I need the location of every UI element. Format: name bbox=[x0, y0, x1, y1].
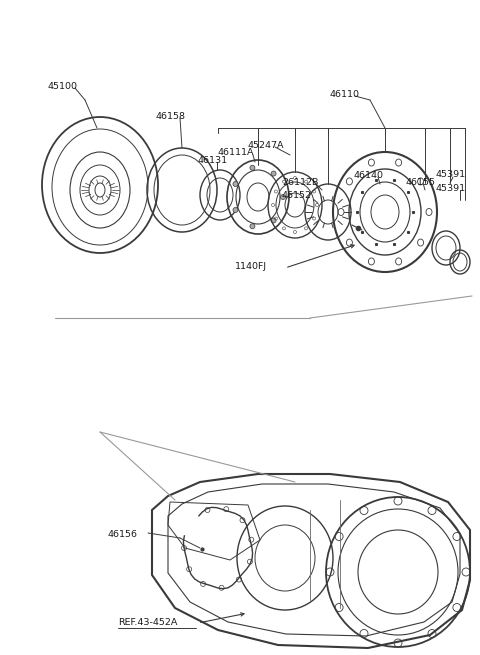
Text: 46110: 46110 bbox=[330, 90, 360, 99]
Text: 46152: 46152 bbox=[282, 191, 312, 200]
Ellipse shape bbox=[233, 181, 238, 187]
Ellipse shape bbox=[250, 165, 255, 170]
Text: 45391: 45391 bbox=[435, 170, 465, 179]
Ellipse shape bbox=[271, 218, 276, 223]
Text: 46111A: 46111A bbox=[218, 148, 254, 157]
Text: 45391: 45391 bbox=[435, 184, 465, 193]
Text: 46140: 46140 bbox=[354, 171, 384, 180]
Text: 26112B: 26112B bbox=[282, 178, 318, 187]
Ellipse shape bbox=[233, 208, 238, 212]
Ellipse shape bbox=[280, 195, 286, 200]
Text: 46131: 46131 bbox=[198, 156, 228, 165]
Text: 46156: 46156 bbox=[108, 530, 138, 539]
Ellipse shape bbox=[250, 224, 255, 229]
Text: 46155: 46155 bbox=[406, 178, 436, 187]
Text: 45247A: 45247A bbox=[248, 141, 285, 150]
Ellipse shape bbox=[271, 171, 276, 176]
Text: REF.43-452A: REF.43-452A bbox=[118, 618, 178, 627]
Text: 45100: 45100 bbox=[48, 82, 78, 91]
Text: 1140FJ: 1140FJ bbox=[235, 262, 267, 271]
Text: 46158: 46158 bbox=[155, 112, 185, 121]
